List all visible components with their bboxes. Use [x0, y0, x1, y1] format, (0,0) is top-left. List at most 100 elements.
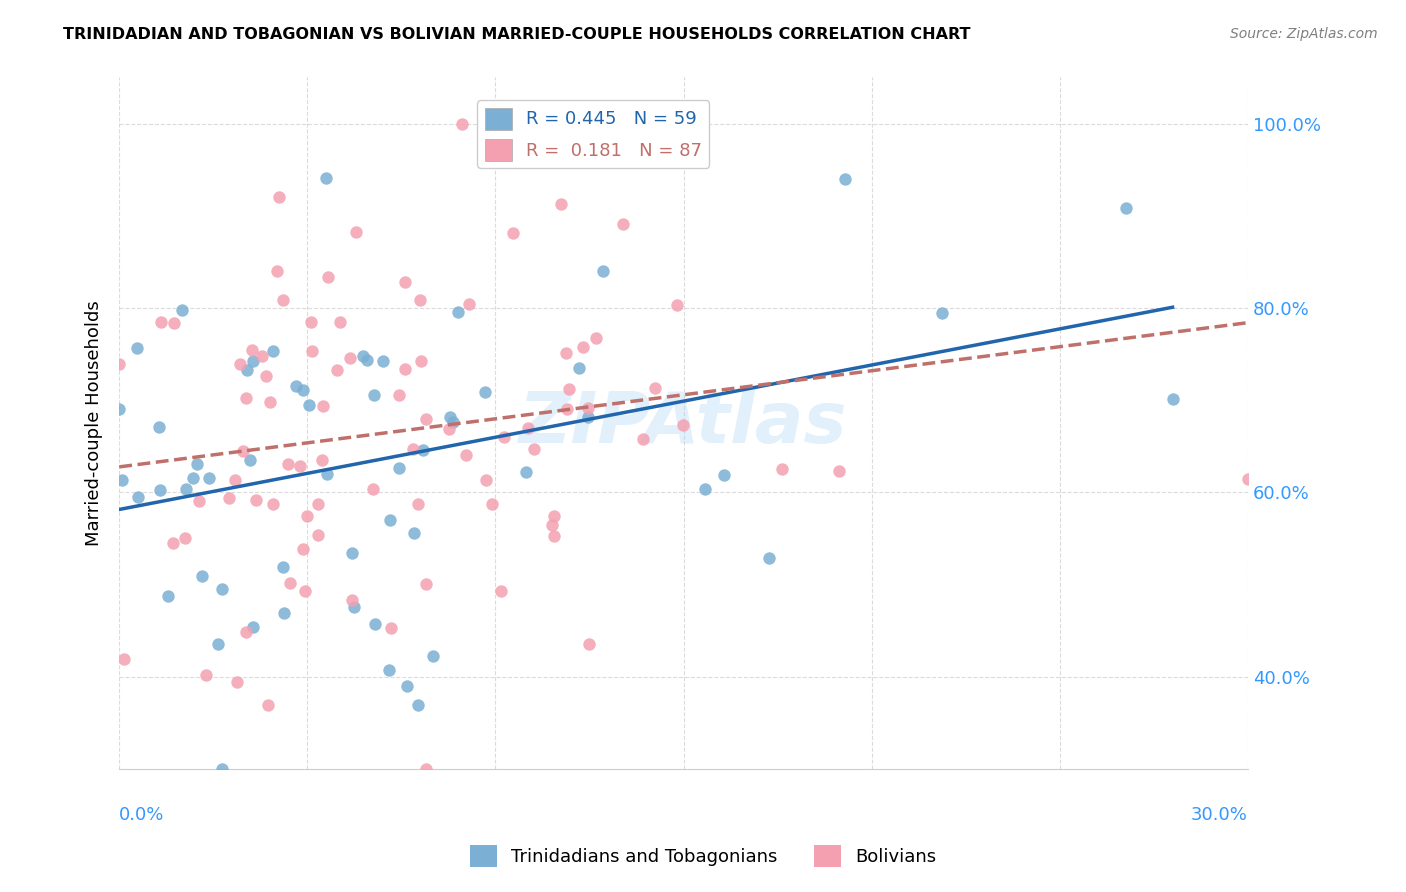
- Point: [298, 398, 321, 412]
- Point: [311, 452, 333, 467]
- Point: [277, 458, 299, 472]
- Point: [339, 351, 361, 366]
- Point: [543, 509, 565, 524]
- Point: [1161, 392, 1184, 407]
- Point: [240, 343, 263, 358]
- Point: [1115, 201, 1137, 215]
- Point: [523, 442, 546, 456]
- Point: [273, 606, 295, 620]
- Point: [198, 471, 221, 485]
- Point: [295, 508, 318, 523]
- Point: [585, 331, 607, 345]
- Point: [481, 497, 503, 511]
- Point: [592, 263, 614, 277]
- Point: [415, 762, 437, 776]
- Point: [186, 457, 208, 471]
- Point: [225, 674, 247, 689]
- Point: [307, 497, 329, 511]
- Point: [378, 664, 401, 678]
- Point: [457, 297, 479, 311]
- Point: [269, 189, 291, 203]
- Point: [378, 513, 401, 527]
- Point: [148, 419, 170, 434]
- Point: [494, 430, 516, 444]
- Point: [108, 357, 131, 371]
- Point: [266, 264, 288, 278]
- Legend: R = 0.445   N = 59, R =  0.181   N = 87: R = 0.445 N = 59, R = 0.181 N = 87: [477, 100, 709, 168]
- Point: [568, 361, 591, 376]
- Point: [183, 471, 205, 485]
- Point: [758, 551, 780, 566]
- Point: [578, 637, 600, 651]
- Point: [695, 482, 717, 496]
- Point: [394, 361, 416, 376]
- Point: [713, 468, 735, 483]
- Text: Source: ZipAtlas.com: Source: ZipAtlas.com: [1230, 27, 1378, 41]
- Point: [315, 467, 337, 482]
- Point: [439, 422, 461, 436]
- Point: [172, 302, 194, 317]
- Point: [232, 444, 254, 458]
- Point: [318, 269, 340, 284]
- Point: [404, 526, 426, 541]
- Point: [191, 569, 214, 583]
- Point: [211, 762, 233, 776]
- Point: [218, 491, 240, 506]
- Point: [474, 384, 496, 399]
- Point: [364, 616, 387, 631]
- Point: [271, 560, 294, 574]
- Point: [451, 116, 474, 130]
- Point: [406, 497, 429, 511]
- Point: [772, 462, 794, 476]
- Point: [834, 171, 856, 186]
- Point: [550, 197, 572, 211]
- Point: [344, 225, 367, 239]
- Point: [439, 410, 461, 425]
- Point: [441, 415, 464, 429]
- Point: [125, 341, 148, 355]
- Point: [1237, 472, 1260, 486]
- Point: [173, 531, 195, 545]
- Point: [271, 293, 294, 307]
- Point: [396, 679, 419, 693]
- Point: [195, 667, 218, 681]
- Point: [408, 698, 430, 713]
- Point: [633, 432, 655, 446]
- Point: [340, 592, 363, 607]
- Point: [388, 388, 411, 402]
- Point: [409, 293, 432, 308]
- Point: [149, 483, 172, 497]
- Point: [415, 577, 437, 591]
- Point: [292, 383, 315, 397]
- Point: [291, 541, 314, 556]
- Point: [474, 473, 496, 487]
- Point: [301, 343, 323, 358]
- Point: [239, 453, 262, 467]
- Point: [288, 459, 311, 474]
- Point: [326, 363, 349, 377]
- Point: [284, 379, 307, 393]
- Point: [250, 350, 273, 364]
- Point: [262, 497, 284, 511]
- Point: [540, 518, 562, 533]
- Point: [242, 620, 264, 634]
- Text: ZIPAtlas: ZIPAtlas: [519, 389, 848, 458]
- Point: [111, 473, 134, 487]
- Point: [422, 649, 444, 664]
- Point: [828, 464, 851, 478]
- Point: [108, 401, 131, 416]
- Point: [235, 624, 257, 639]
- Point: [235, 392, 257, 406]
- Point: [516, 421, 538, 435]
- Point: [294, 583, 316, 598]
- Y-axis label: Married-couple Households: Married-couple Households: [86, 301, 103, 546]
- Point: [572, 340, 595, 354]
- Point: [229, 357, 252, 371]
- Point: [665, 298, 688, 312]
- Text: TRINIDADIAN AND TOBAGONIAN VS BOLIVIAN MARRIED-COUPLE HOUSEHOLDS CORRELATION CHA: TRINIDADIAN AND TOBAGONIAN VS BOLIVIAN M…: [63, 27, 970, 42]
- Point: [254, 368, 277, 383]
- Point: [312, 399, 335, 413]
- Point: [245, 493, 267, 508]
- Point: [515, 465, 537, 479]
- Point: [356, 353, 378, 368]
